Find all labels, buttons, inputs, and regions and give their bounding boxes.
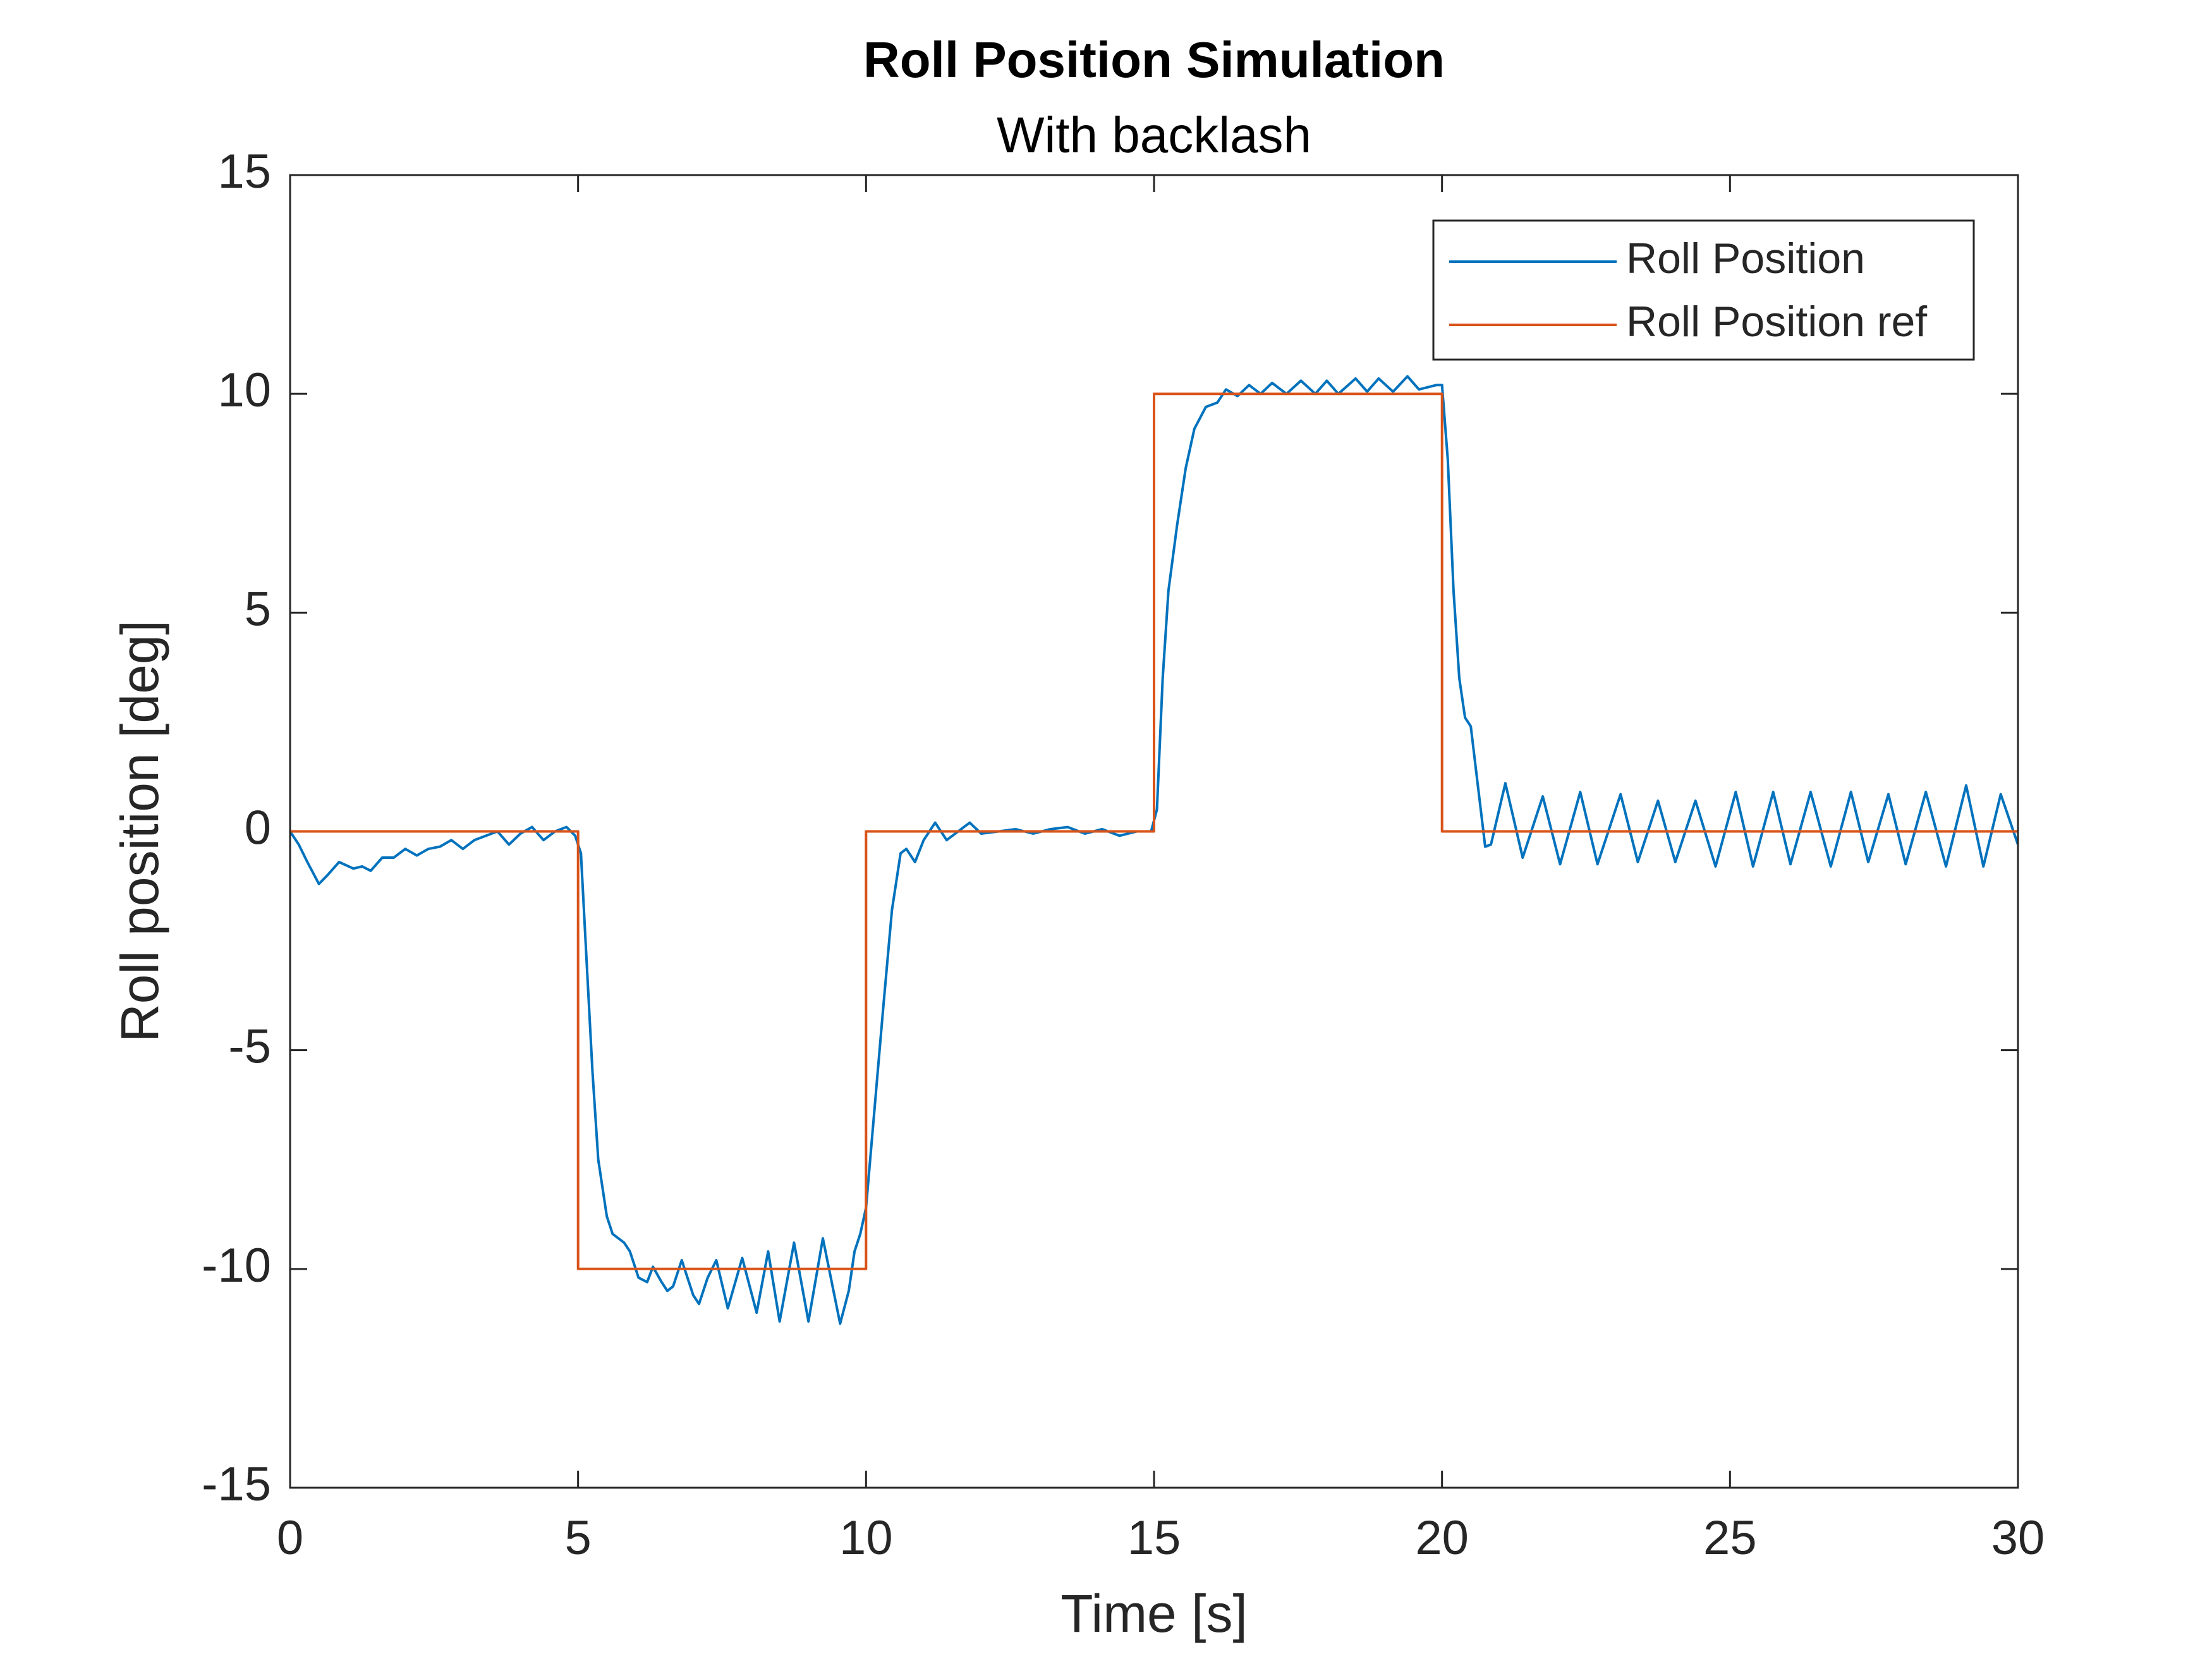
x-tick-label: 30	[1991, 1511, 2045, 1565]
legend-box	[1432, 219, 1975, 361]
chart-title: Roll Position Simulation	[863, 32, 1445, 88]
data-line	[290, 392, 2018, 1270]
y-tick-label: 5	[245, 582, 271, 636]
y-tick-label: 10	[217, 363, 271, 417]
x-tick-label: 10	[839, 1511, 893, 1565]
axes-box	[289, 174, 2019, 1489]
legend-label: Roll Position	[1626, 234, 1865, 283]
x-axis-label: Time [s]	[1060, 1584, 1248, 1643]
chart-subtitle: With backlash	[997, 107, 1311, 163]
y-tick-label: 0	[245, 801, 271, 855]
x-tick-label: 0	[277, 1511, 303, 1565]
y-tick-label: -10	[202, 1239, 271, 1292]
y-tick-label: -5	[228, 1020, 271, 1074]
y-axis-label: Roll position [deg]	[110, 620, 169, 1042]
x-tick-label: 20	[1415, 1511, 1469, 1565]
x-tick-label: 5	[565, 1511, 592, 1565]
y-tick-label: 15	[217, 145, 271, 198]
legend-label: Roll Position ref	[1626, 298, 1927, 346]
x-tick-label: 15	[1127, 1511, 1181, 1565]
x-tick-label: 25	[1703, 1511, 1757, 1565]
y-tick-label: -15	[202, 1457, 271, 1511]
